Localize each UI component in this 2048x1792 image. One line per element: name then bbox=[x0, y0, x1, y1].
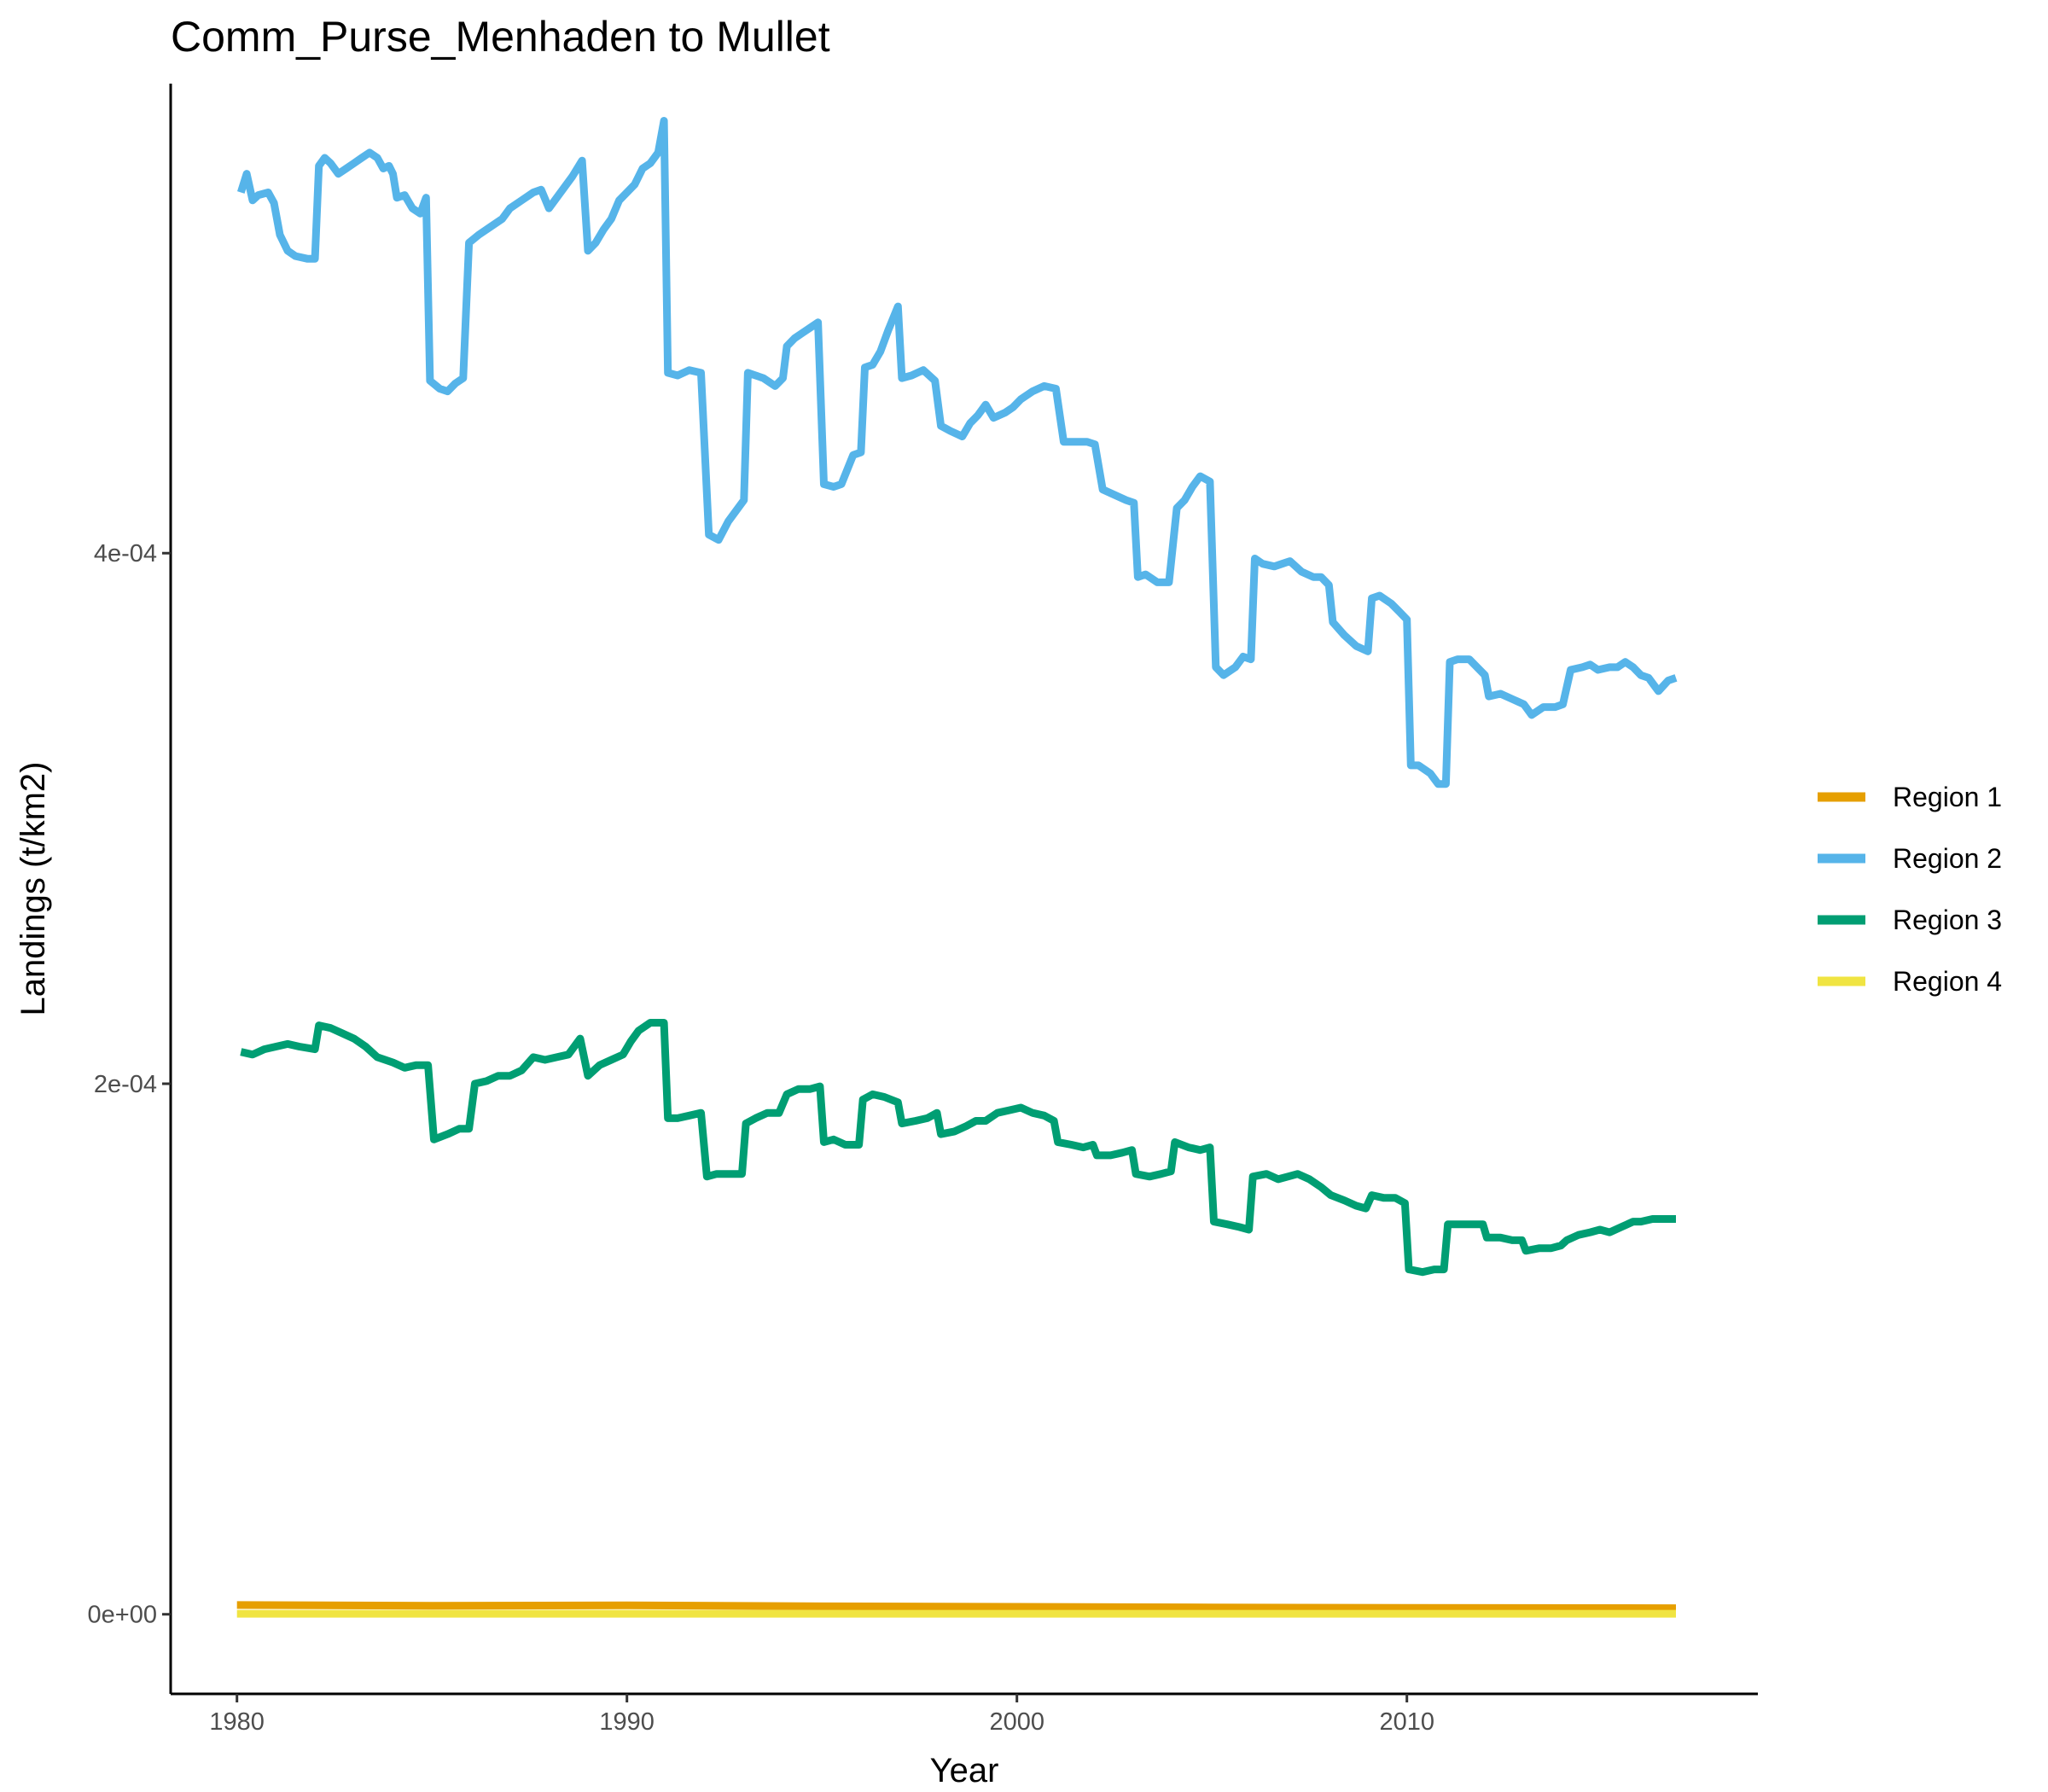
x-tick-label: 2000 bbox=[989, 1708, 1044, 1736]
chart-title: Comm_Purse_Menhaden to Mullet bbox=[171, 13, 830, 61]
y-tick-label: 4e-04 bbox=[94, 540, 157, 567]
series-line-region-3 bbox=[240, 1019, 1676, 1277]
axes: 1980 1990 2000 2010 0e+00 2e-04 4e-04 bbox=[88, 84, 1758, 1736]
legend-label-region-2: Region 2 bbox=[1893, 843, 2002, 874]
series-line-region-1 bbox=[236, 1601, 1677, 1613]
x-tick-label: 2010 bbox=[1379, 1708, 1434, 1736]
x-tick-label: 1980 bbox=[209, 1708, 265, 1736]
series-line-region-2 bbox=[237, 117, 1678, 788]
x-axis-title: Year bbox=[930, 1752, 999, 1789]
legend-label-region-4: Region 4 bbox=[1893, 966, 2002, 997]
x-tick-label: 1990 bbox=[599, 1708, 655, 1736]
legend-label-region-1: Region 1 bbox=[1893, 782, 2002, 812]
y-axis-title: Landings (t/km2) bbox=[15, 762, 52, 1016]
series-lines bbox=[236, 117, 1678, 1618]
y-tick-label: 2e-04 bbox=[94, 1071, 157, 1098]
legend: Region 1 Region 2 Region 3 Region 4 bbox=[1818, 782, 2002, 997]
y-tick-label: 0e+00 bbox=[88, 1602, 157, 1629]
legend-label-region-3: Region 3 bbox=[1893, 905, 2002, 935]
